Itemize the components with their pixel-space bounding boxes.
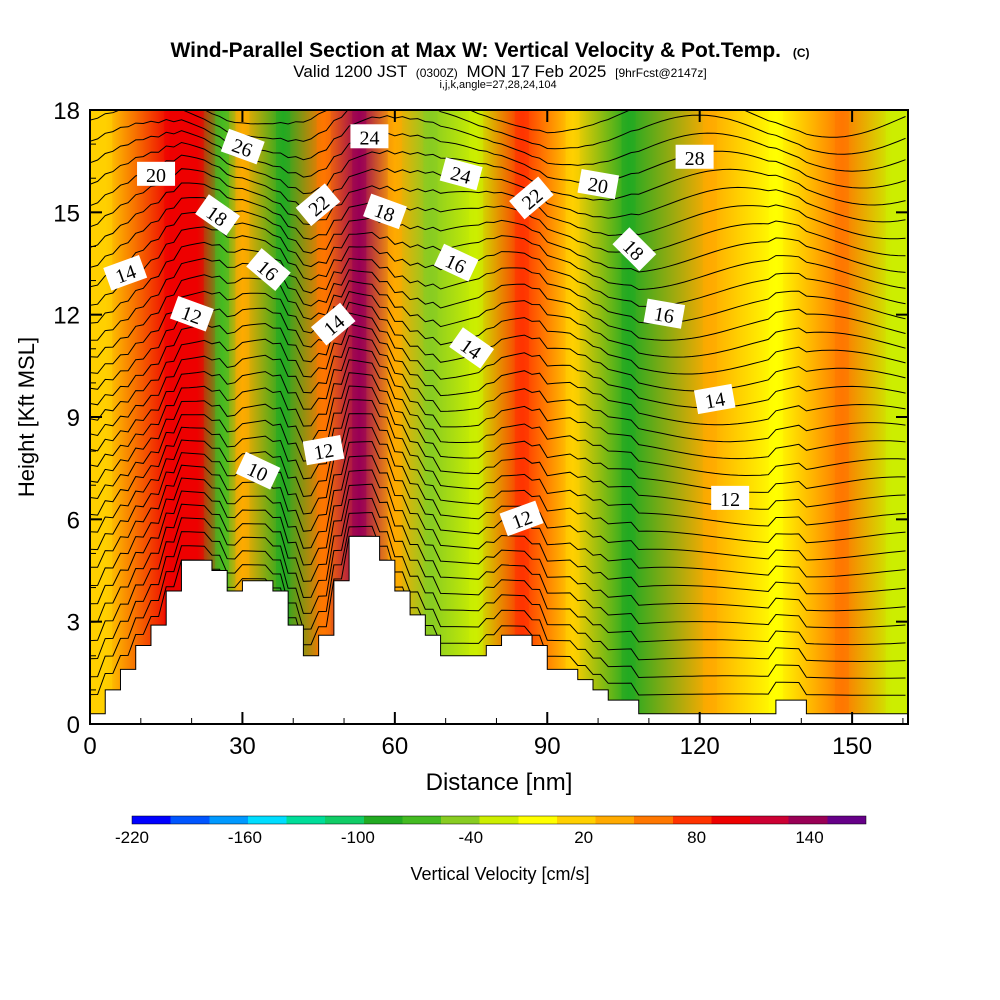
theta-contour-33 xyxy=(203,110,906,138)
theta-contour-2 xyxy=(90,511,906,663)
theta-contour-18 xyxy=(90,301,906,392)
contour-label-8: 14 xyxy=(693,383,736,415)
contour-label-11: 16 xyxy=(643,298,686,329)
y-tick-label-0: 0 xyxy=(67,712,80,739)
svg-text:28: 28 xyxy=(685,148,705,170)
colorbar-tick-label-6: 140 xyxy=(795,828,823,847)
y-axis: 0 3 6 9 12 15 18 xyxy=(53,98,908,739)
theta-contour-22 xyxy=(90,241,906,324)
x-axis: 0 30 60 90 120 150 xyxy=(83,110,904,760)
title-copyright-mark: (C) xyxy=(793,46,810,60)
contour-label-15: 20 xyxy=(137,161,176,187)
colorbar-label: Vertical Velocity [cm/s] xyxy=(410,864,589,884)
theta-contour-7 xyxy=(90,440,906,578)
y-axis-label: Height [Kft MSL] xyxy=(14,337,39,497)
theta-contour-14 xyxy=(90,346,906,460)
y-tick-label-3: 9 xyxy=(67,405,80,432)
contour-label-16: 20 xyxy=(577,168,620,200)
colorbar-tick-label-0: -220 xyxy=(115,828,149,847)
theta-contour-32 xyxy=(90,110,906,155)
contour-label-2: 12 xyxy=(302,435,345,466)
colorbar-scale xyxy=(131,815,867,825)
colorbar: -220 -160 -100 -40 20 80 140 Vertical Velocity… xyxy=(115,815,867,884)
svg-text:12: 12 xyxy=(312,440,336,465)
theta-contour-16 xyxy=(90,323,906,426)
theta-contour-29 xyxy=(90,141,906,206)
theta-contour-1 xyxy=(90,525,906,679)
theta-contour-10 xyxy=(90,399,906,527)
theta-contour-9 xyxy=(90,413,906,544)
theta-contour-28 xyxy=(90,154,906,223)
theta-contour-4 xyxy=(90,483,906,629)
velocity-band-0 xyxy=(98,110,113,724)
theta-contour-21 xyxy=(90,257,906,341)
y-tick-label-6: 18 xyxy=(53,98,80,125)
contour-label-22: 28 xyxy=(675,144,714,170)
x-tick-label-5: 150 xyxy=(832,733,872,760)
colorbar-ticks: -220 -160 -100 -40 20 80 140 xyxy=(115,828,824,847)
x-axis-label: Distance [nm] xyxy=(426,769,573,796)
svg-text:12: 12 xyxy=(720,489,740,511)
theta-contour-26 xyxy=(90,182,906,257)
theta-contour-6 xyxy=(90,455,906,595)
theta-contour-27 xyxy=(90,168,906,240)
velocity-band-10 xyxy=(469,110,484,724)
colorbar-tick-label-1: -160 xyxy=(228,828,262,847)
y-tick-label-4: 12 xyxy=(53,303,80,330)
velocity-band-15 xyxy=(768,110,783,724)
contour-label-4: 12 xyxy=(711,485,750,511)
velocity-band-14 xyxy=(702,110,717,724)
velocity-band-16 xyxy=(834,110,849,724)
theta-contour-11 xyxy=(90,385,906,510)
theta-contour-8 xyxy=(90,427,906,561)
chart-title: Wind-Parallel Section at Max W: Vertical… xyxy=(170,39,809,62)
x-tick-label-0: 0 xyxy=(83,733,96,760)
colorbar-tick-label-3: -40 xyxy=(458,828,483,847)
colorbar-tick-label-5: 80 xyxy=(687,828,706,847)
velocity-band-6 xyxy=(316,110,331,724)
theta-contour-3 xyxy=(90,497,906,646)
x-tick-label-1: 30 xyxy=(229,733,256,760)
theta-contour-19 xyxy=(90,290,906,375)
svg-text:20: 20 xyxy=(146,165,166,187)
theta-contour-17 xyxy=(90,312,906,409)
x-tick-label-3: 90 xyxy=(534,733,561,760)
colorbar-tick-label-2: -100 xyxy=(341,828,375,847)
velocity-band-1 xyxy=(164,110,179,724)
contour-label-17: 22 xyxy=(295,183,341,227)
svg-text:24: 24 xyxy=(359,127,379,149)
velocity-band-11 xyxy=(514,110,529,724)
theta-contour-13 xyxy=(90,359,906,477)
x-tick-label-4: 120 xyxy=(680,733,720,760)
y-tick-label-5: 15 xyxy=(53,200,80,227)
theta-contour-15 xyxy=(90,335,906,443)
chart-subtitle: Valid 1200 JST (0300Z) MON 17 Feb 2025 [… xyxy=(293,62,706,81)
contour-label-20: 24 xyxy=(439,157,483,191)
velocity-band-12 xyxy=(565,110,580,724)
contour-label-5: 14 xyxy=(103,255,148,291)
potential-temperature-contours xyxy=(90,110,906,696)
theta-contour-23 xyxy=(90,226,906,307)
y-tick-label-1: 3 xyxy=(67,610,80,637)
colorbar-tick-label-4: 20 xyxy=(574,828,593,847)
x-tick-label-2: 60 xyxy=(381,733,408,760)
svg-text:14: 14 xyxy=(703,388,727,413)
chart-indices: i,j,k,angle=27,28,24,104 xyxy=(439,79,556,91)
svg-text:20: 20 xyxy=(586,173,610,198)
contour-label-19: 24 xyxy=(350,124,389,149)
svg-text:16: 16 xyxy=(652,303,676,328)
contour-label-7: 14 xyxy=(449,327,495,369)
y-tick-label-2: 6 xyxy=(67,507,80,534)
theta-contour-5 xyxy=(90,469,906,612)
theta-contour-20 xyxy=(90,274,906,358)
terrain xyxy=(90,535,908,724)
theta-contour-12 xyxy=(90,372,906,493)
velocity-band-9 xyxy=(423,110,438,724)
